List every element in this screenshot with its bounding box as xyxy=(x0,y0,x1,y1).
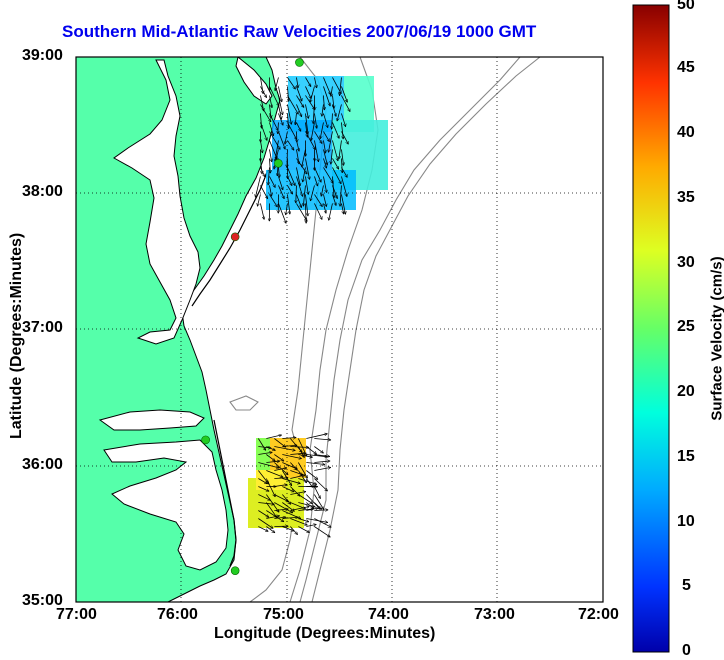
colorbar-tick: 10 xyxy=(677,513,695,531)
lat-tick: 38:00 xyxy=(22,183,63,201)
lon-tick: 73:00 xyxy=(474,606,515,624)
radar-station-marker xyxy=(231,567,239,575)
lat-tick: 36:00 xyxy=(22,456,63,474)
colorbar-tick: 20 xyxy=(677,383,695,401)
radar-station-marker xyxy=(202,436,210,444)
map-title: Southern Mid-Atlantic Raw Velocities 200… xyxy=(62,22,536,42)
colorbar-tick: 30 xyxy=(677,254,695,272)
colorbar-tick: 35 xyxy=(677,189,695,207)
colorbar-tick: 0 xyxy=(682,642,691,660)
lon-tick: 76:00 xyxy=(157,606,198,624)
lat-tick: 35:00 xyxy=(22,592,63,610)
colorbar-tick: 25 xyxy=(677,318,695,336)
radar-station-marker xyxy=(231,233,239,241)
x-axis-label: Longitude (Degrees:Minutes) xyxy=(214,625,435,643)
lat-tick: 37:00 xyxy=(22,319,63,337)
y-axis-label: Latitude (Degrees:Minutes) xyxy=(8,259,26,439)
colorbar-tick: 5 xyxy=(682,577,691,595)
lat-tick: 39:00 xyxy=(22,47,63,65)
lon-tick: 74:00 xyxy=(368,606,409,624)
colorbar-tick: 45 xyxy=(677,59,695,77)
colorbar xyxy=(633,5,669,652)
colorbar-label: Surface Velocity (cm/s) xyxy=(709,234,724,444)
colorbar-tick: 40 xyxy=(677,124,695,142)
radar-station-marker xyxy=(295,58,303,66)
colorbar-tick: 50 xyxy=(677,0,695,14)
lon-tick: 75:00 xyxy=(263,606,304,624)
radar-station-marker xyxy=(274,159,282,167)
colorbar-tick: 15 xyxy=(677,448,695,466)
lon-tick: 72:00 xyxy=(578,606,619,624)
